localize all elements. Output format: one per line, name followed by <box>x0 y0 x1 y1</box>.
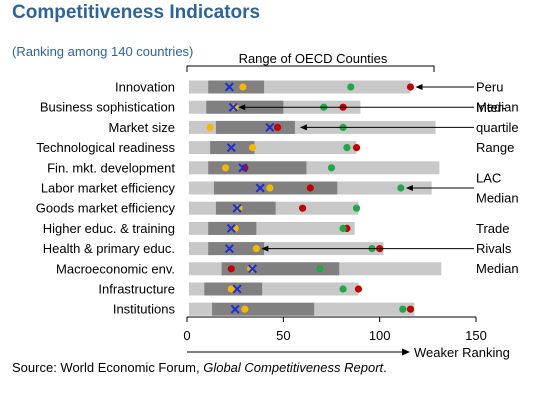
trade-rivals-median-marker <box>206 123 214 131</box>
oecd-bracket-line <box>186 65 435 72</box>
median-x-marker <box>226 223 236 233</box>
callout-label: LAC <box>476 171 501 186</box>
category-label: Infrastructure <box>98 282 175 297</box>
peru-marker <box>299 204 307 212</box>
weaker-ranking-arrowhead <box>402 348 410 356</box>
lac-median-marker <box>397 184 405 192</box>
trade-rivals-median-marker <box>266 184 274 192</box>
peru-marker <box>227 265 235 273</box>
peru-marker <box>406 305 415 313</box>
category-label: Technological readiness <box>36 140 175 155</box>
callout-label: Inter- <box>476 100 506 115</box>
peru-marker <box>241 164 249 172</box>
callout-arrowhead <box>261 245 269 252</box>
peru-marker <box>306 184 314 192</box>
median-x-marker <box>228 102 238 112</box>
peru-marker <box>352 144 361 152</box>
category-label: Health & primary educ. <box>43 241 175 256</box>
callout-arrowhead <box>299 124 307 131</box>
callout-arrowhead <box>405 185 413 191</box>
category-label: Goods market efficiency <box>36 201 176 216</box>
callout-label: Median <box>476 100 519 115</box>
source-note: Source: World Economic Forum, Global Com… <box>12 360 387 375</box>
chart-title: Competitiveness Indicators <box>12 2 261 23</box>
trade-rivals-median-marker <box>241 305 249 313</box>
callout-label: Rivals <box>476 241 512 256</box>
category-label: Market size <box>109 120 175 135</box>
category-label: Fin. mkt. development <box>47 160 175 175</box>
callout-arrowhead <box>238 104 246 111</box>
source-prefix: Source: World Economic Forum, <box>12 360 204 375</box>
callout-label: Median <box>476 191 519 206</box>
category-label: Institutions <box>113 302 176 317</box>
x-axis-label: Weaker Ranking <box>414 345 510 360</box>
x-axis: 0 50 100 150 Weaker Ranking <box>183 316 510 360</box>
callout-arrowhead <box>415 84 423 90</box>
lac-median-marker <box>339 224 347 232</box>
oecd-bracket-label: Range of OECD Counties <box>239 51 388 66</box>
trade-rivals-median-marker <box>231 103 239 111</box>
trade-rivals-median-marker <box>221 164 230 172</box>
trade-rivals-median-marker <box>239 83 247 91</box>
callout-label: quartile <box>476 120 519 135</box>
iqr-bar <box>208 242 265 256</box>
median-x-marker <box>226 143 236 153</box>
median-x-marker <box>224 244 234 254</box>
category-labels: Innovation Business sophistication Market … <box>36 80 176 317</box>
chart-markers <box>206 82 415 314</box>
callouts: PeruMedianInter-quartileRangeLACMedianTr… <box>238 80 519 276</box>
category-label: Macroeconomic env. <box>56 261 175 276</box>
lac-median-marker <box>352 204 361 212</box>
source-title: Global Competitiveness Report <box>203 360 384 375</box>
median-x-marker <box>238 163 248 173</box>
callout-label: Trade <box>476 221 509 236</box>
oecd-bracket: Range of OECD Counties <box>186 51 435 72</box>
iqr-bar <box>208 161 307 175</box>
trade-rivals-median-marker <box>246 265 255 273</box>
x-tick-label: 50 <box>276 328 290 343</box>
callout-label: Median <box>476 261 519 276</box>
median-x-marker <box>255 183 265 193</box>
trade-rivals-median-marker <box>248 144 257 152</box>
callout-label: Peru <box>476 80 503 95</box>
median-x-marker <box>232 284 242 294</box>
source-suffix: . <box>383 360 387 375</box>
trade-rivals-median-marker <box>227 285 235 293</box>
x-tick-label: 100 <box>369 328 391 343</box>
chart-subtitle: (Ranking among 140 countries) <box>12 44 194 59</box>
category-label: Business sophistication <box>40 100 175 115</box>
median-x-marker <box>247 264 258 274</box>
peru-marker <box>406 83 415 91</box>
iqr-bar <box>208 80 265 94</box>
lac-median-marker <box>339 285 347 293</box>
iqr-bar <box>215 120 295 134</box>
category-label: Innovation <box>115 80 175 95</box>
chart-bars <box>188 80 442 316</box>
lac-median-marker <box>327 164 336 172</box>
iqr-bar <box>213 181 338 195</box>
lac-median-marker <box>347 83 355 91</box>
callout-label: Range <box>476 140 514 155</box>
median-x-marker <box>230 304 240 314</box>
lac-median-marker <box>343 144 351 152</box>
category-label: Labor market efficiency <box>41 181 176 196</box>
lac-median-marker <box>316 265 324 273</box>
trade-rivals-median-marker <box>235 204 243 212</box>
x-tick-label: 0 <box>183 328 190 343</box>
iqr-bar <box>212 302 315 316</box>
lac-median-marker <box>399 305 407 313</box>
median-x-marker <box>232 203 242 213</box>
peru-marker <box>354 285 363 293</box>
x-tick-label: 150 <box>465 328 487 343</box>
trade-rivals-median-marker <box>252 245 260 253</box>
category-label: Higher educ. & training <box>43 221 175 236</box>
median-x-marker <box>265 122 275 132</box>
iqr-bar <box>215 201 276 215</box>
median-x-marker <box>224 82 234 92</box>
peru-marker <box>273 123 282 131</box>
